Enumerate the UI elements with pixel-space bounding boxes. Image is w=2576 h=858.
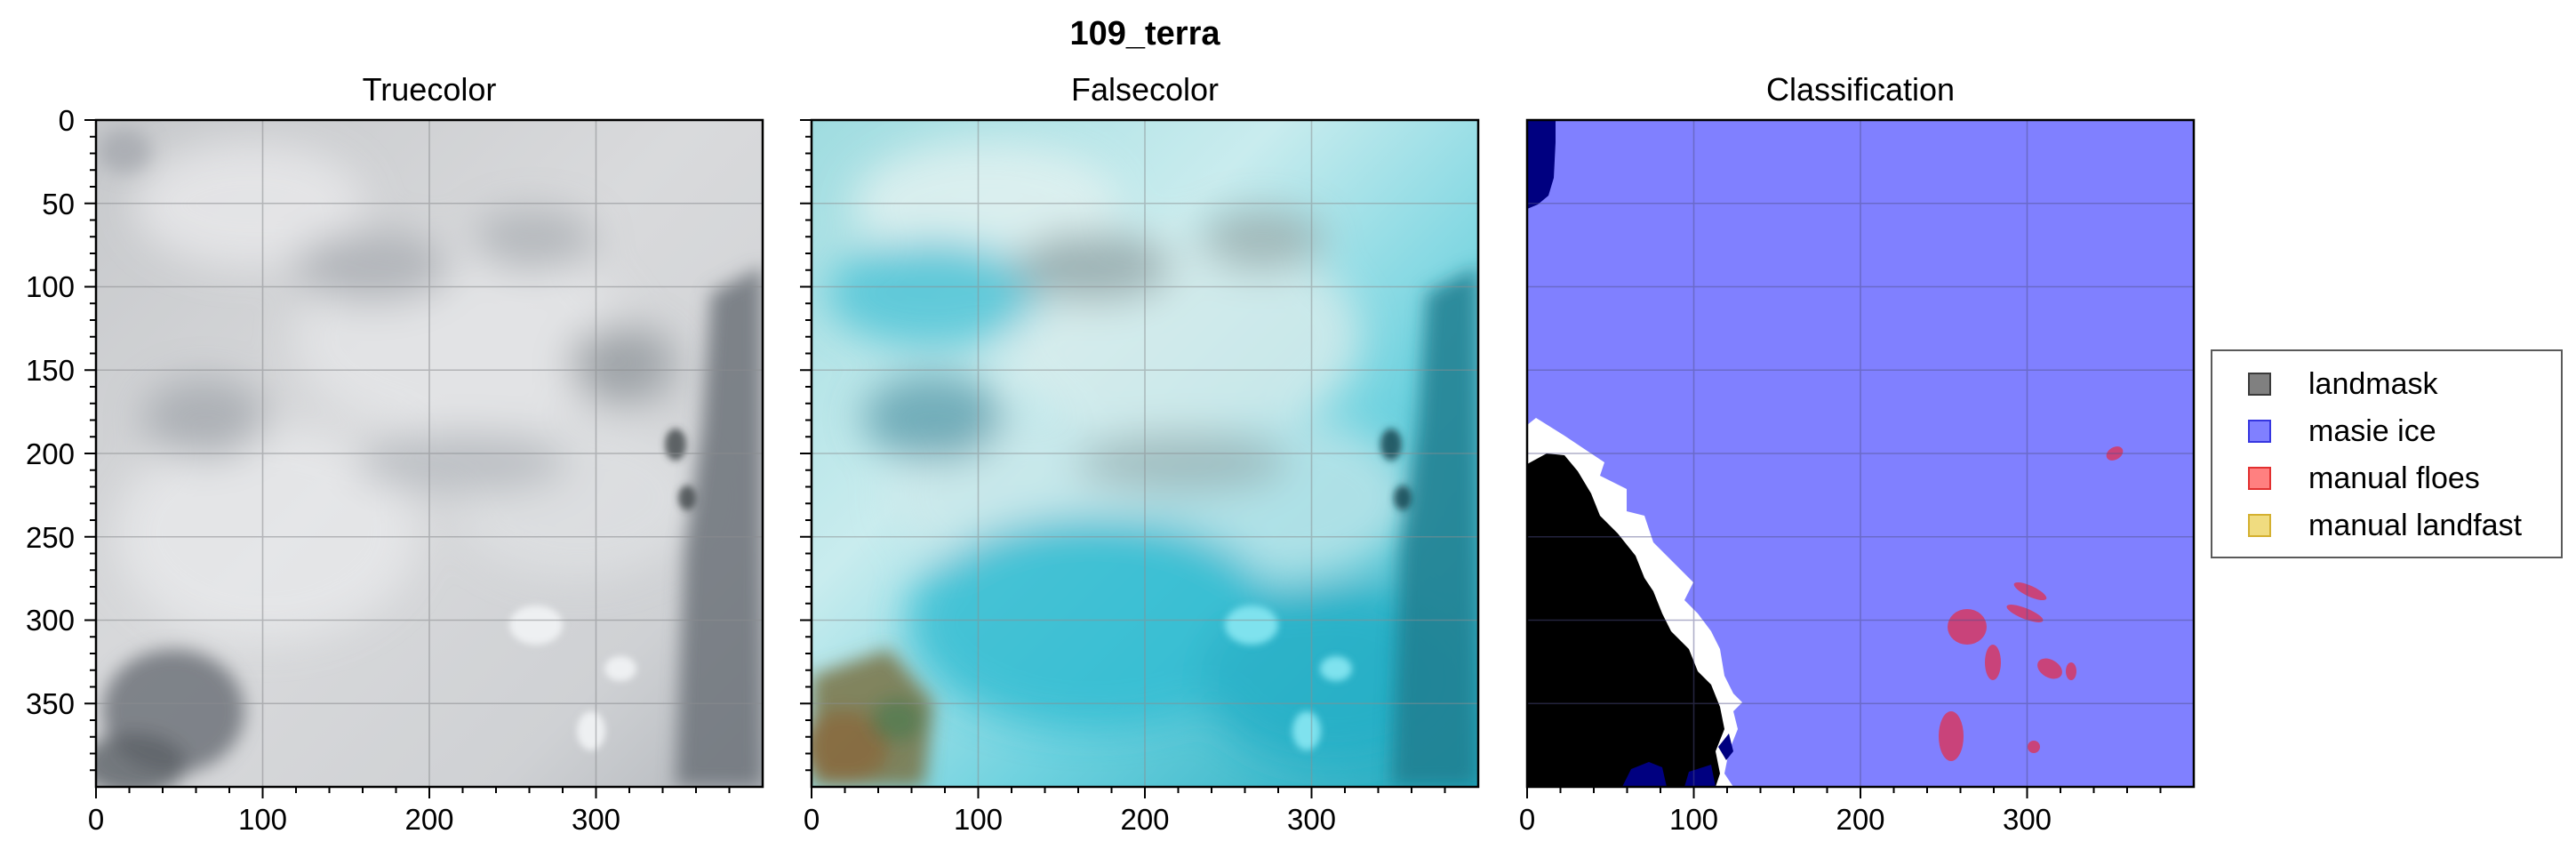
legend-label: manual landfast	[2308, 508, 2523, 542]
floe	[2066, 662, 2076, 680]
truecolor-title: Truecolor	[363, 71, 497, 108]
falsecolor-xtick-label: 0	[804, 803, 820, 836]
land-region	[1527, 453, 1724, 787]
classification-panel: Classification	[1519, 71, 2196, 836]
masie-ice-swatch	[2248, 420, 2271, 443]
legend: landmask masie ice manual floes manual l…	[2211, 349, 2563, 558]
manual-floes-swatch	[2248, 467, 2271, 490]
truecolor-ytick-label: 100	[26, 270, 75, 303]
truecolor-ytick-label: 150	[26, 354, 75, 387]
floe	[2028, 741, 2040, 753]
truecolor-ytick-label: 50	[42, 188, 75, 221]
legend-item-manual-landfast: manual landfast	[2248, 508, 2522, 543]
classification-xtick-label: 0	[1519, 803, 1535, 836]
legend-label: landmask	[2308, 366, 2438, 401]
falsecolor-x-ticks	[811, 787, 1446, 798]
truecolor-ytick-label: 250	[26, 521, 75, 554]
falsecolor-xtick-label: 100	[954, 803, 1003, 836]
floe	[2013, 581, 2047, 601]
truecolor-panel: Truecolor	[26, 71, 764, 836]
falsecolor-grid	[812, 120, 1478, 787]
falsecolor-title: Falsecolor	[1071, 71, 1219, 108]
legend-item-landmask: landmask	[2248, 366, 2438, 402]
truecolor-ytick-label: 0	[59, 104, 75, 137]
floe	[1985, 645, 2001, 680]
landmask-swatch	[2248, 373, 2271, 396]
falsecolor-panel: Falsecolor	[800, 71, 1480, 836]
truecolor-xtick-label: 300	[572, 803, 620, 836]
dark-ice-bottom-a	[1622, 762, 1667, 787]
truecolor-y-ticks	[84, 119, 96, 772]
legend-item-masie-ice: masie ice	[2248, 413, 2436, 449]
dark-ice-top	[1527, 120, 1556, 209]
classification-image	[1527, 120, 2194, 787]
truecolor-ytick-label: 300	[26, 604, 75, 637]
falsecolor-xtick-label: 200	[1120, 803, 1169, 836]
truecolor-ytick-label: 200	[26, 437, 75, 470]
classification-x-ticks	[1526, 787, 2162, 798]
legend-label: masie ice	[2308, 413, 2436, 448]
truecolor-grid	[96, 120, 763, 787]
truecolor-image	[96, 120, 763, 787]
floe	[1939, 711, 1964, 761]
legend-item-manual-floes: manual floes	[2248, 461, 2480, 496]
floe	[2106, 446, 2124, 461]
truecolor-xtick-label: 200	[404, 803, 453, 836]
truecolor-xtick-label: 100	[238, 803, 287, 836]
manual-floes	[1939, 446, 2124, 761]
classification-xtick-label: 300	[2003, 803, 2052, 836]
floe	[2006, 605, 2044, 622]
legend-label: manual floes	[2308, 461, 2480, 495]
classification-xtick-label: 200	[1836, 803, 1884, 836]
floe	[2037, 658, 2062, 679]
manual-landfast-swatch	[2248, 514, 2271, 537]
classification-grid	[1527, 120, 2194, 787]
falsecolor-y-ticks	[800, 119, 812, 772]
truecolor-xtick-label: 0	[88, 803, 104, 836]
classification-xtick-label: 100	[1669, 803, 1718, 836]
dark-ice-bottom-b	[1684, 765, 1716, 787]
classification-title: Classification	[1766, 71, 1955, 108]
falsecolor-xtick-label: 300	[1287, 803, 1336, 836]
figure-title: 109_terra	[1069, 15, 1220, 52]
dark-ice-bottom-c	[1718, 734, 1733, 760]
truecolor-x-ticks	[95, 787, 731, 798]
floe	[1948, 609, 1987, 645]
truecolor-ytick-label: 350	[26, 687, 75, 720]
